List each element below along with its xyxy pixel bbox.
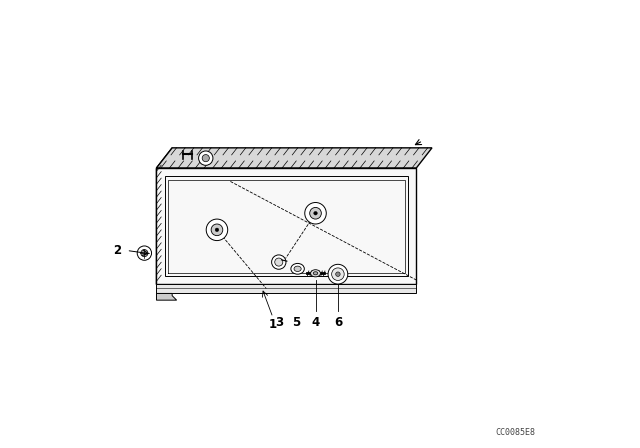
Polygon shape <box>157 284 417 293</box>
Circle shape <box>310 207 321 219</box>
Polygon shape <box>157 148 432 168</box>
Text: 1: 1 <box>269 318 277 332</box>
Circle shape <box>314 211 317 215</box>
Circle shape <box>206 219 228 241</box>
Circle shape <box>137 246 152 260</box>
Circle shape <box>141 250 148 257</box>
Polygon shape <box>157 293 177 300</box>
Circle shape <box>275 258 283 266</box>
Text: 4: 4 <box>312 316 319 329</box>
Text: 6: 6 <box>334 316 342 329</box>
Polygon shape <box>164 176 408 276</box>
Ellipse shape <box>310 270 321 277</box>
Ellipse shape <box>291 263 305 274</box>
Ellipse shape <box>314 271 317 275</box>
Text: CC0085E8: CC0085E8 <box>495 428 535 437</box>
Circle shape <box>336 272 340 276</box>
Circle shape <box>332 268 344 280</box>
Polygon shape <box>157 168 417 284</box>
Ellipse shape <box>294 266 301 271</box>
Circle shape <box>202 155 209 162</box>
Circle shape <box>328 264 348 284</box>
Circle shape <box>305 202 326 224</box>
Circle shape <box>198 151 213 165</box>
Circle shape <box>211 224 223 236</box>
Text: 2: 2 <box>113 244 122 257</box>
Text: 3: 3 <box>275 316 283 329</box>
Circle shape <box>215 228 219 232</box>
Polygon shape <box>157 148 172 284</box>
Circle shape <box>271 255 286 269</box>
Text: 5: 5 <box>292 316 300 329</box>
